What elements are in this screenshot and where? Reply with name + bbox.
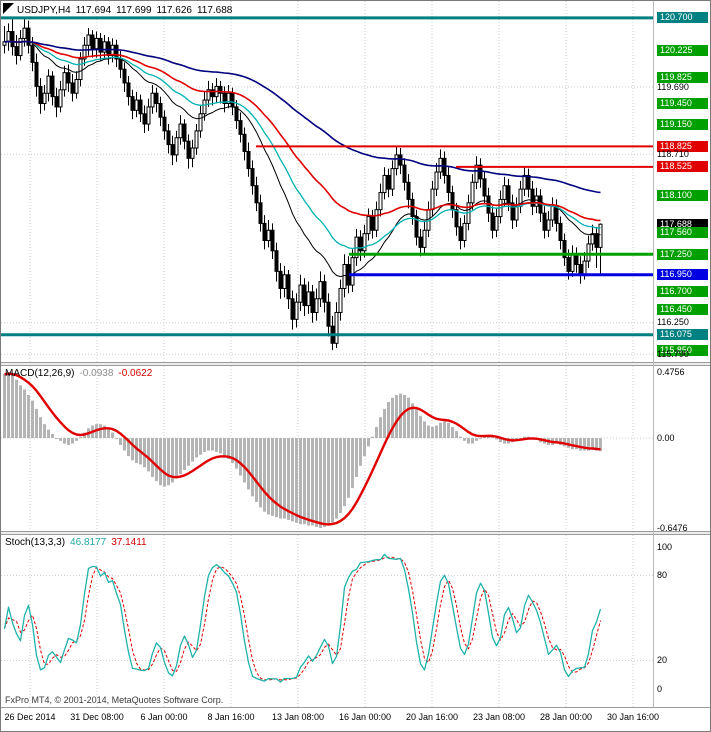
stoch-signal-value: 37.1411 bbox=[111, 537, 147, 548]
panel-separator[interactable] bbox=[1, 531, 710, 535]
time-label: 30 Jan 16:00 bbox=[606, 712, 660, 722]
price-level-label: 116.950 bbox=[657, 269, 708, 280]
time-label: 28 Jan 00:00 bbox=[539, 712, 593, 722]
price-level-label: 119.450 bbox=[657, 98, 708, 109]
stoch-main-value: 46.8177 bbox=[70, 537, 107, 548]
macd-signal-line bbox=[4, 372, 601, 526]
stoch-title: Stoch(13,3,3) 46.8177 37.1411 bbox=[5, 537, 152, 548]
close-value: 117.688 bbox=[196, 5, 233, 16]
price-level-label: 117.560 bbox=[657, 227, 708, 238]
price-axis[interactable]: 120.700 120.225 119.825 119.690 119.450 119.1… bbox=[653, 1, 710, 362]
stoch-main-line bbox=[3, 553, 602, 683]
ma-lines-layer bbox=[4, 40, 601, 278]
price-level-label: 117.250 bbox=[657, 249, 708, 260]
time-label: 16 Jan 00:00 bbox=[338, 712, 392, 722]
time-label: 20 Jan 16:00 bbox=[405, 712, 459, 722]
stoch-scale-axis[interactable]: 100 80 20 0 bbox=[653, 535, 710, 707]
price-level-label: 120.700 bbox=[657, 12, 708, 23]
price-level-label: 116.075 bbox=[657, 329, 708, 340]
price-level-label: 120.225 bbox=[657, 45, 708, 56]
macd-title: MACD(12,26,9) -0.0938 -0.0622 bbox=[5, 368, 157, 379]
time-axis[interactable]: 26 Dec 2014 31 Dec 08:00 6 Jan 00:00 8 Jan … bbox=[1, 708, 710, 731]
axis-divider bbox=[1, 707, 710, 708]
panel-separator[interactable] bbox=[1, 362, 710, 366]
open-value: 117.694 bbox=[75, 5, 112, 16]
time-label: 13 Jan 08:00 bbox=[271, 712, 325, 722]
scale-label: 119.690 bbox=[657, 82, 689, 92]
macd-signal-value: -0.0622 bbox=[118, 368, 153, 379]
time-label: 8 Jan 16:00 bbox=[207, 712, 255, 722]
low-value: 117.626 bbox=[156, 5, 192, 16]
candles-layer bbox=[2, 17, 603, 351]
price-level-label: 118.100 bbox=[657, 190, 708, 201]
symbol-marker-icon bbox=[3, 3, 14, 14]
macd-main-value: -0.0938 bbox=[79, 368, 114, 379]
main-chart-canvas[interactable] bbox=[1, 1, 653, 362]
macd-label: MACD(12,26,9) bbox=[5, 368, 75, 379]
macd-histogram bbox=[3, 372, 602, 528]
symbol-label: USDJPY,H4 bbox=[17, 5, 71, 16]
price-level-label: 115.850 bbox=[657, 345, 708, 356]
price-level-label: 116.450 bbox=[657, 304, 708, 315]
grid-horizontal-layer bbox=[1, 86, 653, 355]
price-level-label: 118.525 bbox=[657, 161, 708, 172]
scale-label: 20 bbox=[657, 655, 668, 665]
copyright-text: FxPro MT4, © 2001-2014, MetaQuotes Softw… bbox=[5, 695, 224, 705]
price-level-label: 116.700 bbox=[657, 286, 708, 297]
time-label: 26 Dec 2014 bbox=[4, 712, 56, 722]
price-level-label: 119.825 bbox=[657, 72, 708, 83]
scale-label: 115.790 bbox=[657, 349, 689, 359]
scale-label: 100 bbox=[657, 542, 673, 552]
macd-panel-canvas[interactable] bbox=[1, 366, 653, 532]
high-value: 117.699 bbox=[116, 5, 152, 16]
scale-label: 118.710 bbox=[657, 149, 689, 159]
grid-layer bbox=[29, 1, 634, 362]
price-level-label: 117.688 bbox=[657, 219, 708, 230]
grid-layer bbox=[29, 366, 634, 532]
stoch-signal-line bbox=[4, 556, 601, 681]
stoch-panel-canvas[interactable] bbox=[1, 535, 653, 707]
time-label: 31 Dec 08:00 bbox=[70, 712, 124, 722]
scale-divider bbox=[653, 1, 654, 707]
scale-label: 0.00 bbox=[657, 433, 675, 443]
stoch-label: Stoch(13,3,3) bbox=[5, 537, 66, 548]
macd-scale-axis[interactable]: 0.4756 0.00 -0.6476 bbox=[653, 366, 710, 533]
time-label: 23 Jan 08:00 bbox=[472, 712, 526, 722]
grid-layer bbox=[29, 535, 634, 707]
stoch-level-lines bbox=[1, 574, 653, 662]
price-level-label: 118.825 bbox=[657, 141, 708, 152]
chart-title: USDJPY,H4 117.694 117.699 117.626 117.688 bbox=[17, 5, 237, 16]
scale-label: 0 bbox=[657, 684, 663, 694]
time-label: 6 Jan 00:00 bbox=[140, 712, 188, 722]
level-lines-layer bbox=[1, 16, 653, 337]
scale-label: 116.250 bbox=[657, 317, 689, 327]
price-level-label: 119.150 bbox=[657, 119, 708, 130]
scale-label: 0.4756 bbox=[657, 367, 685, 377]
scale-label: -0.6476 bbox=[657, 523, 688, 533]
scale-label: 80 bbox=[657, 570, 668, 580]
